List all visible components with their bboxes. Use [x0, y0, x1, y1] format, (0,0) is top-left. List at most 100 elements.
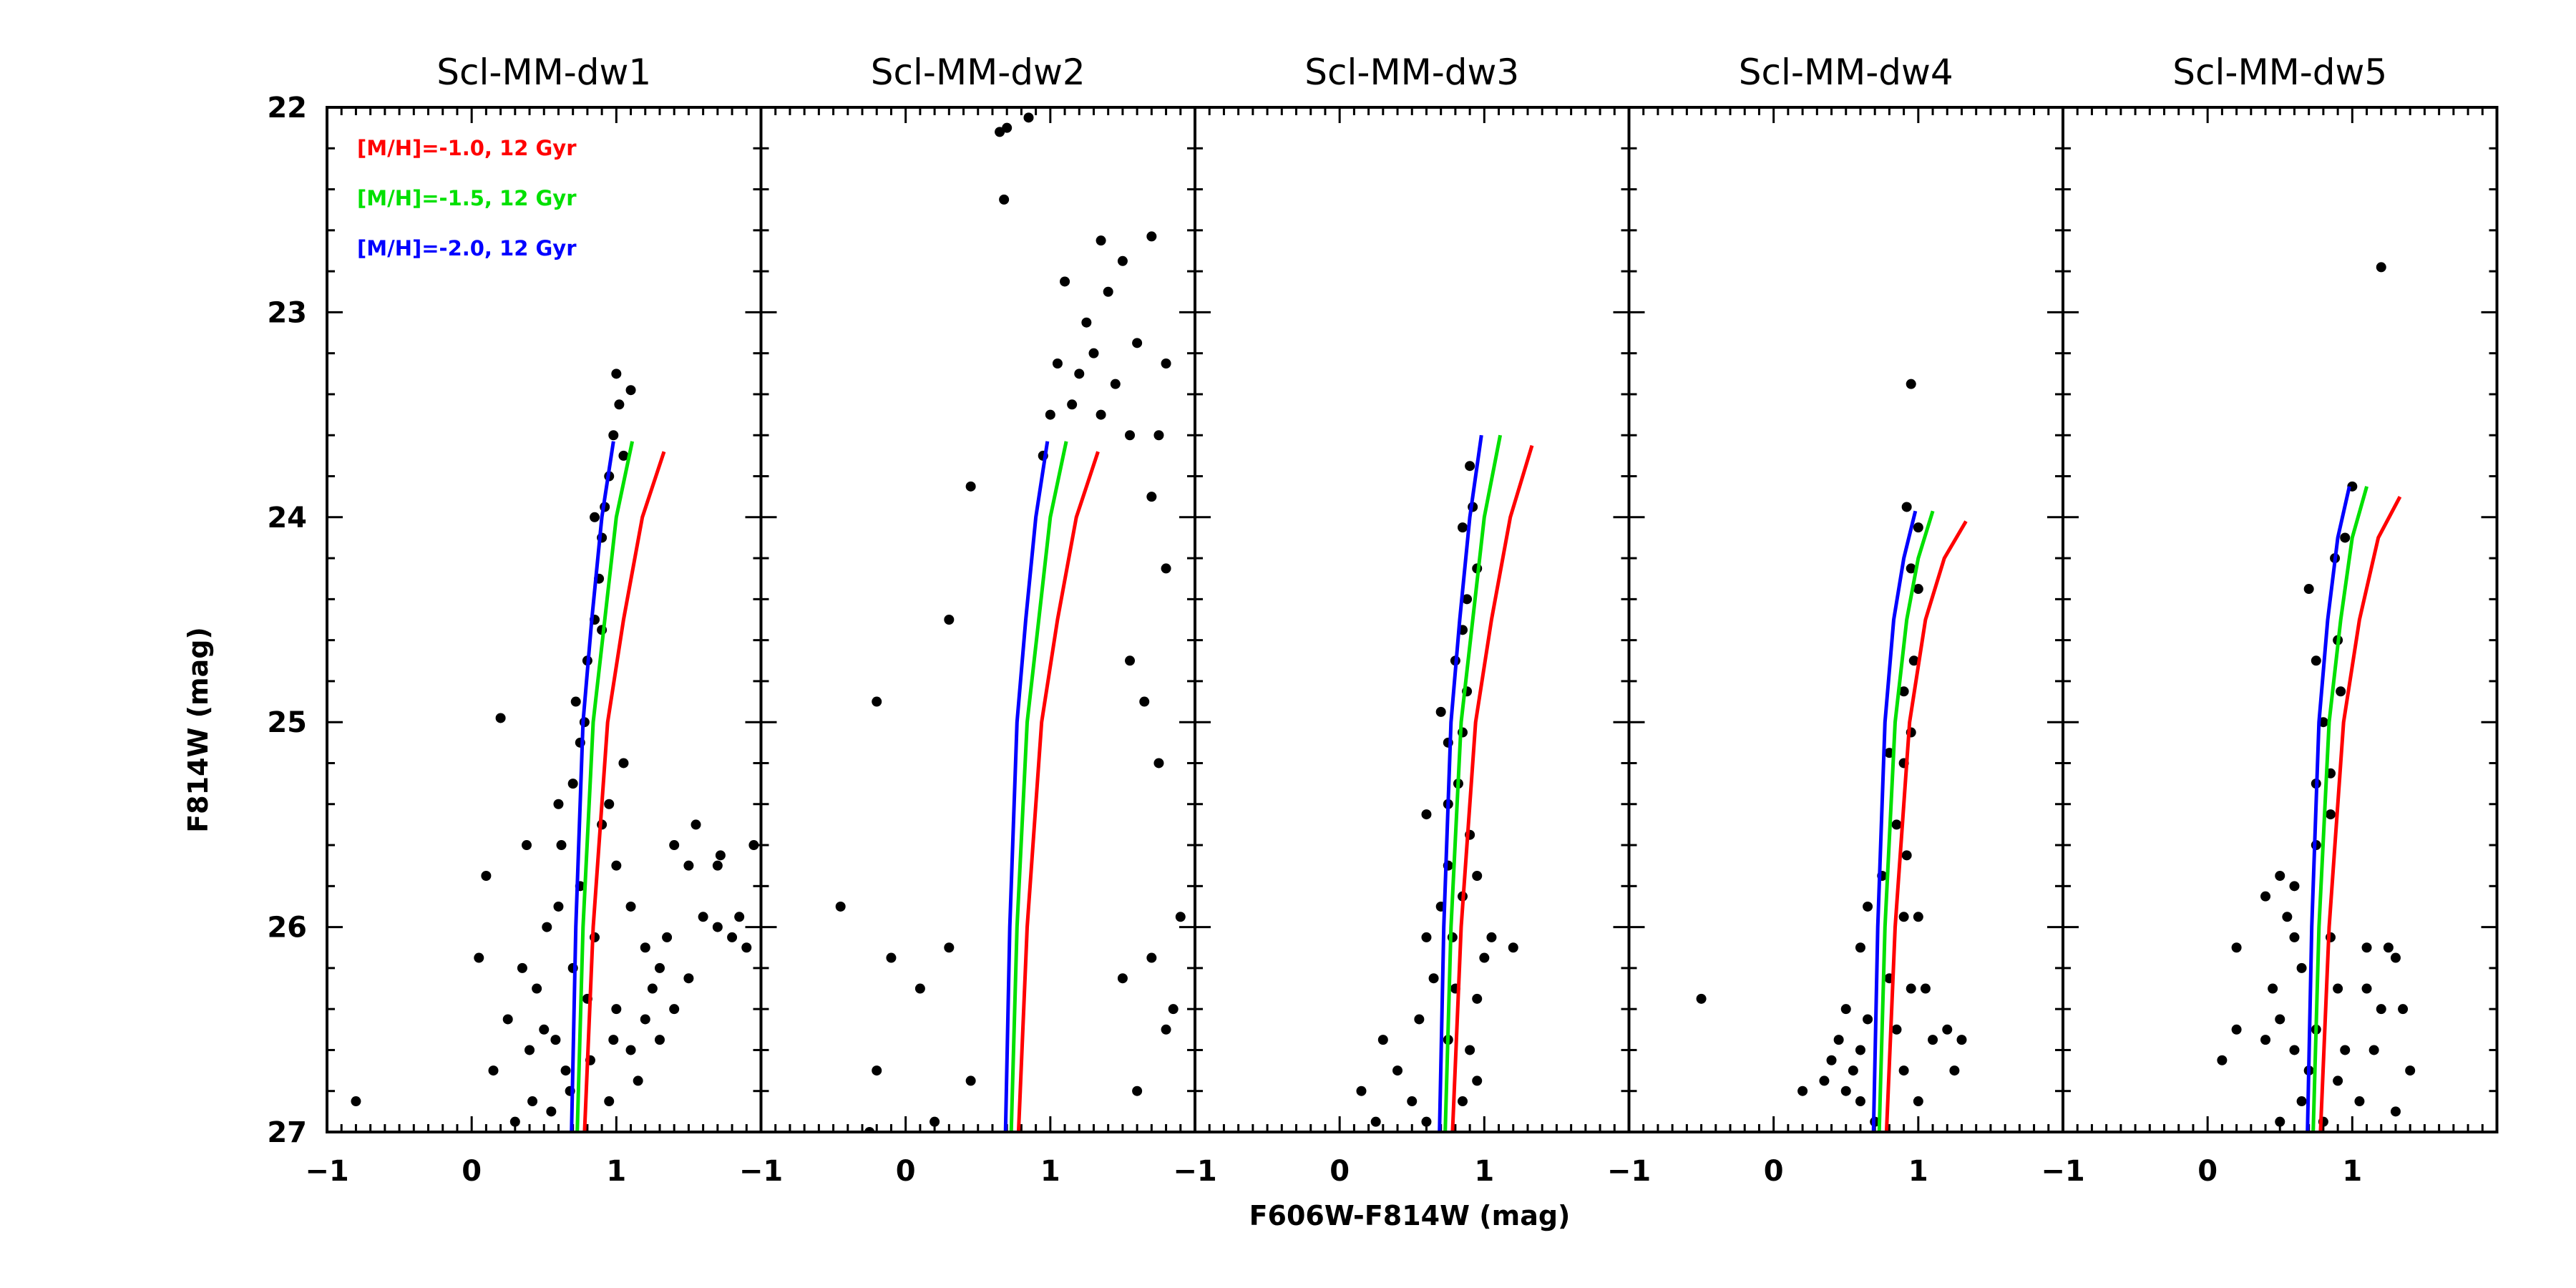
star-point [1067, 399, 1078, 410]
star-point [1125, 655, 1136, 666]
star-point [1377, 1035, 1388, 1045]
star-point [1848, 1065, 1858, 1076]
star-point [553, 901, 564, 912]
panel-title: Scl-MM-dw3 [1304, 52, 1519, 93]
star-point [517, 962, 527, 973]
star-point [618, 450, 629, 461]
x-tick-label: 0 [1764, 1155, 1784, 1188]
star-point [1472, 1075, 1483, 1086]
star-point [2303, 584, 2314, 595]
star-point [872, 1065, 882, 1076]
star-point [734, 912, 745, 922]
star-point [1465, 461, 1475, 472]
star-point [1908, 655, 1919, 666]
x-tick-label: 0 [1330, 1155, 1350, 1188]
star-point [1855, 1045, 1865, 1055]
star-point [611, 860, 622, 871]
star-point [539, 1024, 550, 1035]
star-point [590, 512, 600, 522]
star-point [2354, 1096, 2365, 1107]
isochrone-line [1450, 444, 1534, 1132]
star-point [1356, 1085, 1367, 1096]
x-axis-label: F606W-F814W (mag) [1249, 1200, 1571, 1231]
star-point [1508, 942, 1518, 953]
star-point [2340, 532, 2351, 543]
star-point [1942, 1024, 1953, 1035]
star-point [1898, 1065, 1909, 1076]
star-point [2217, 1055, 2228, 1065]
star-point [2376, 1004, 2386, 1015]
star-point [1045, 409, 1055, 420]
star-point [611, 1004, 622, 1015]
x-tick-label: −1 [1173, 1155, 1216, 1188]
legend-entry: [M/H]=-1.5, 12 Gyr [357, 186, 577, 210]
star-point [1819, 1075, 1830, 1086]
star-point [633, 1075, 643, 1086]
star-point [2326, 809, 2336, 820]
star-point [625, 385, 636, 396]
star-point [1161, 1024, 1171, 1035]
isochrone-line [582, 451, 666, 1132]
isochrone-line [1443, 434, 1503, 1132]
star-point [2260, 891, 2271, 902]
star-point [351, 1096, 361, 1107]
x-tick-label: 1 [1040, 1155, 1060, 1188]
isochrone-line [1871, 510, 1918, 1132]
star-point [2398, 1004, 2409, 1015]
star-point [1949, 1065, 1960, 1076]
star-point [669, 840, 680, 851]
star-point [1153, 758, 1164, 769]
star-point [611, 369, 622, 379]
star-point [944, 615, 955, 625]
star-point [944, 942, 955, 953]
star-point [1863, 901, 1873, 912]
star-point [669, 1004, 680, 1015]
panel-title: Scl-MM-dw5 [2172, 52, 2387, 93]
star-point [698, 912, 708, 922]
star-point [1891, 1024, 1902, 1035]
star-point [2405, 1065, 2416, 1076]
stars-group [1356, 461, 1518, 1127]
star-point [930, 1116, 940, 1127]
star-point [2275, 1116, 2285, 1127]
star-point [618, 758, 629, 769]
star-point [1023, 112, 1034, 123]
panel-frame [326, 106, 763, 1133]
star-point [647, 983, 658, 994]
star-point [2383, 942, 2394, 953]
star-point [1901, 850, 1912, 861]
star-point [1906, 563, 1916, 574]
star-point [1462, 594, 1473, 605]
y-axis-label: F814W (mag) [182, 627, 214, 833]
star-point [1898, 686, 1909, 697]
star-point [2333, 1075, 2343, 1086]
star-point [1840, 1085, 1851, 1096]
star-point [542, 922, 552, 932]
star-point [527, 1096, 538, 1107]
star-point [640, 1014, 650, 1025]
star-point [1913, 912, 1923, 922]
x-tick-label: 1 [2342, 1155, 2362, 1188]
star-point [2368, 1045, 2379, 1055]
x-tick-label: 0 [462, 1155, 482, 1188]
star-point [1797, 1085, 1808, 1096]
isochrone-line [1884, 520, 1968, 1132]
x-tick-label: 1 [1474, 1155, 1494, 1188]
star-point [1863, 1014, 1873, 1025]
x-tick-label: −1 [2041, 1155, 2084, 1188]
isochrone-line [1009, 441, 1068, 1132]
x-tick-label: 0 [2197, 1155, 2218, 1188]
star-point [654, 962, 665, 973]
star-point [2289, 1045, 2300, 1055]
star-point [2231, 1024, 2242, 1035]
star-point [1139, 696, 1150, 707]
star-point [2390, 1106, 2401, 1117]
star-point [1117, 973, 1128, 984]
star-point [560, 1065, 571, 1076]
star-point [1840, 1004, 1851, 1015]
star-point [1103, 286, 1113, 297]
star-point [1891, 819, 1902, 830]
isochrone-line [1016, 451, 1100, 1132]
star-point [2336, 686, 2346, 697]
